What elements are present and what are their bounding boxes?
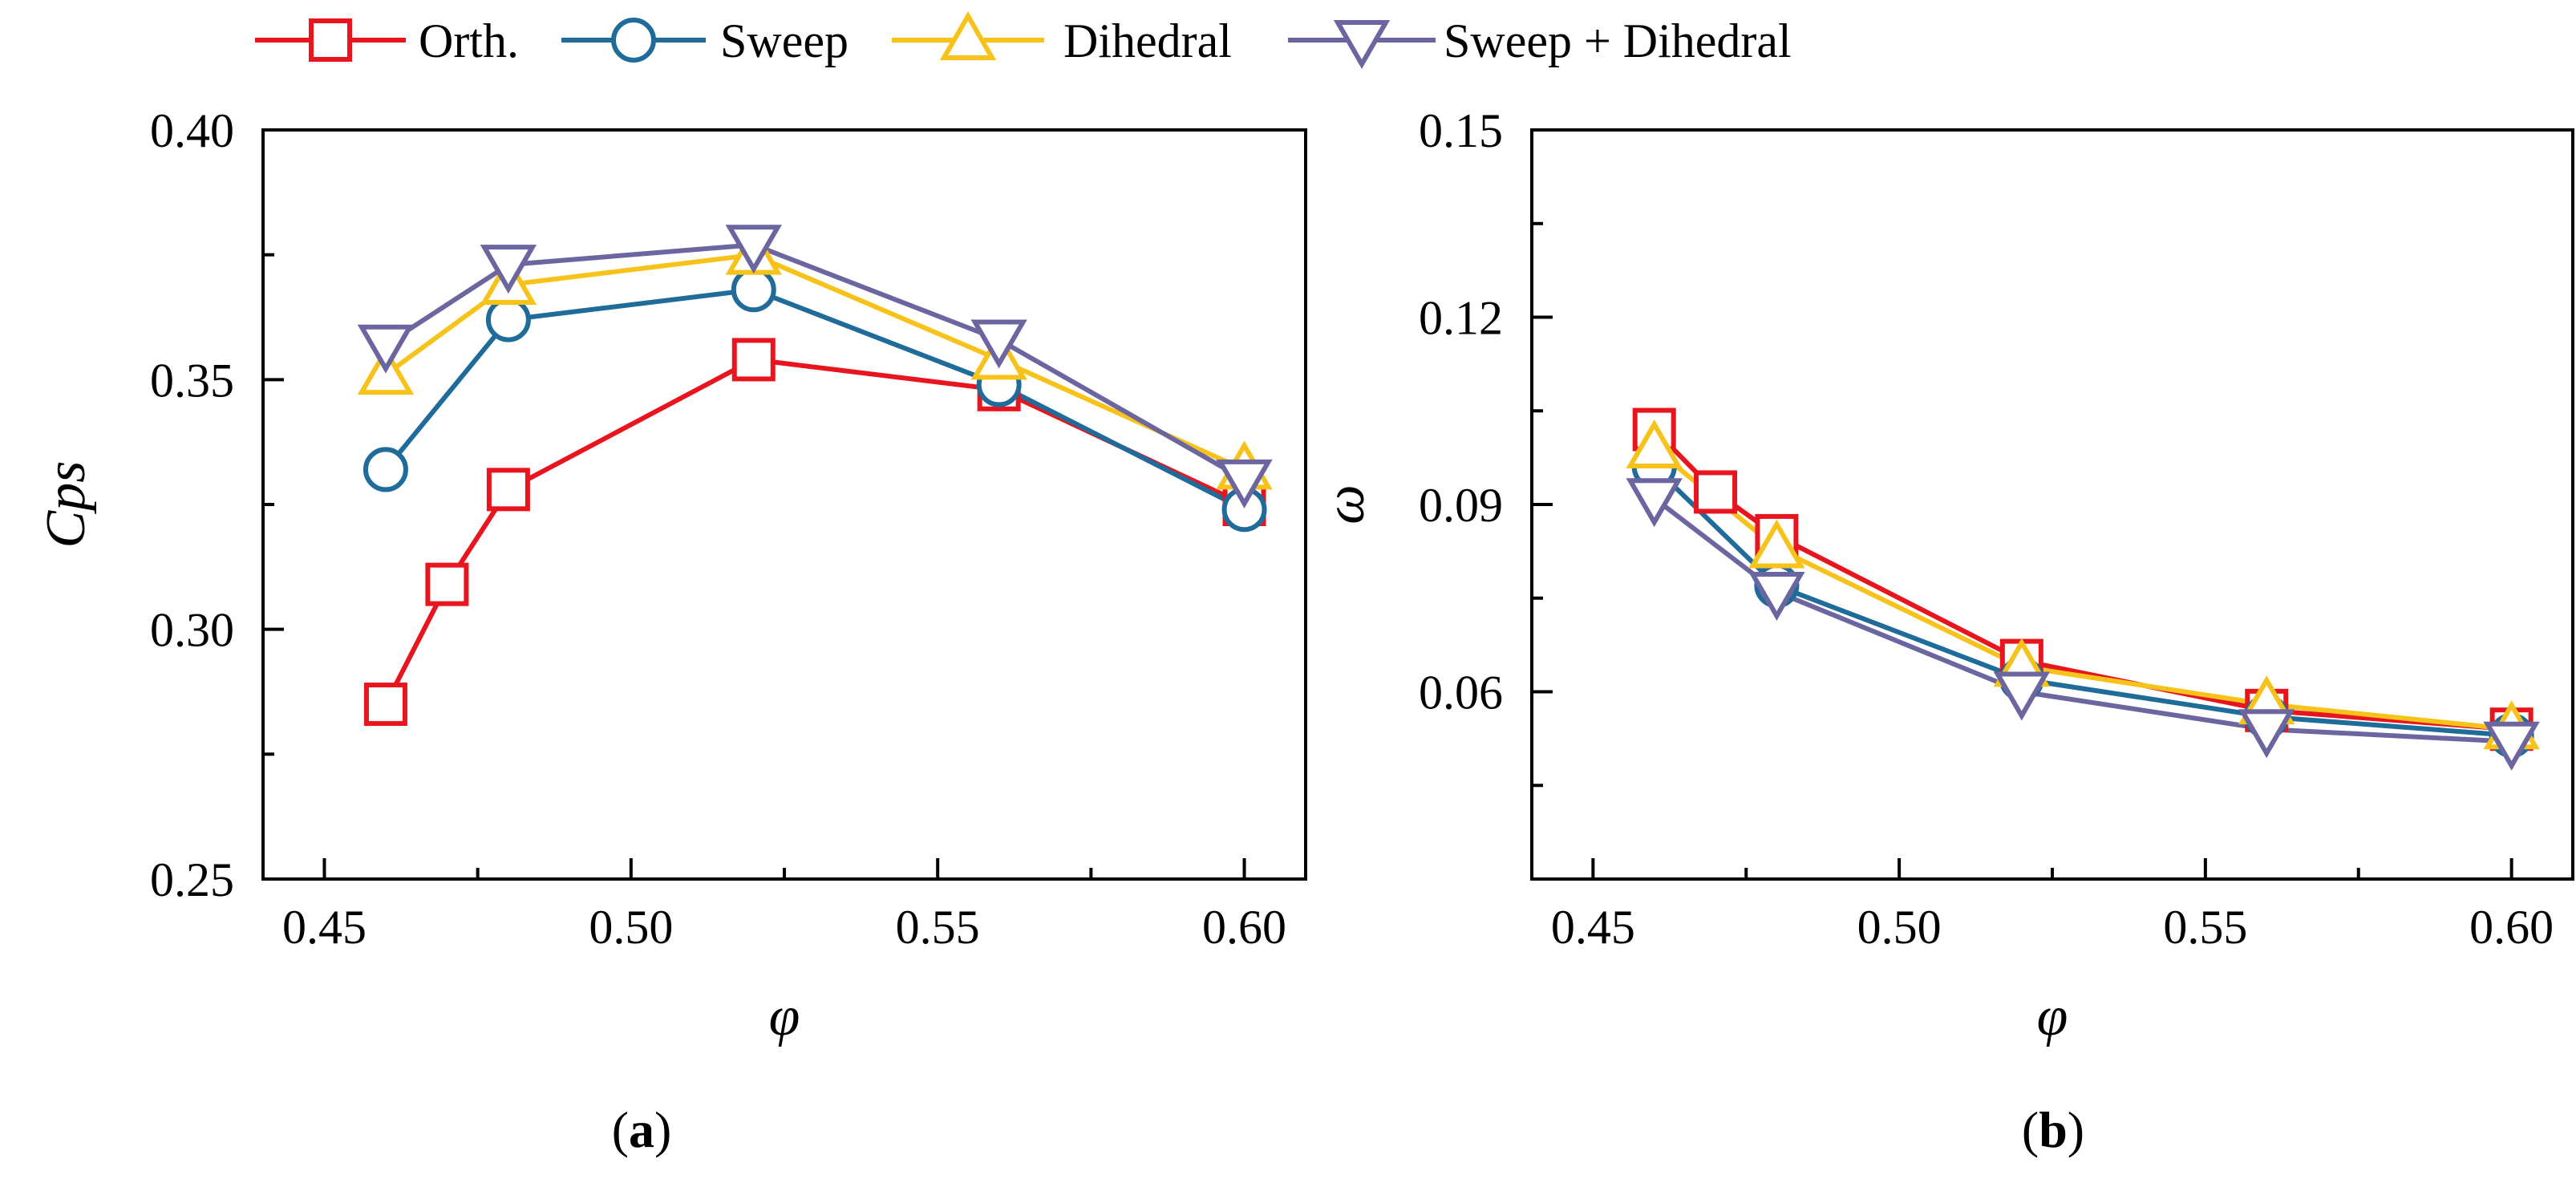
caption-letter-a: a bbox=[629, 1101, 654, 1158]
data-point-sweep_dihedral-b bbox=[2238, 709, 2295, 759]
x-tick-label-b: 0.55 bbox=[2163, 901, 2247, 954]
caption-close-a: ) bbox=[654, 1101, 671, 1158]
data-point-sweep_dihedral-a bbox=[1216, 459, 1273, 508]
data-point-orth-a bbox=[363, 683, 407, 727]
legend-label-orth: Orth. bbox=[419, 14, 519, 67]
legend-label-sweep_dihedral: Sweep + Dihedral bbox=[1444, 14, 1792, 67]
caption-letter-b: b bbox=[2039, 1101, 2068, 1158]
data-point-sweep_dihedral-b bbox=[1748, 571, 1805, 621]
caption-open-b: ( bbox=[2022, 1101, 2039, 1158]
x-tick-label-b: 0.45 bbox=[1551, 901, 1635, 954]
data-point-dihedral-b bbox=[1626, 419, 1683, 468]
data-point-sweep-a bbox=[731, 267, 776, 313]
panel-caption-a: (a) bbox=[612, 1101, 672, 1158]
legend-entry-orth: Orth. bbox=[255, 14, 519, 67]
panel-caption-b: (b) bbox=[2022, 1101, 2084, 1158]
y-tick-label-a: 0.30 bbox=[150, 604, 234, 657]
legend-label-dihedral: Dihedral bbox=[1063, 14, 1232, 67]
x-tick-label-b: 0.60 bbox=[2469, 901, 2554, 954]
y-tick-label-a: 0.40 bbox=[150, 104, 234, 157]
legend-marker-sweep bbox=[611, 18, 656, 63]
y-tick-label-a: 0.25 bbox=[150, 853, 234, 906]
panel-a: 0.45 0.50 0.55 0.60 0.25 0.30 0.35 0.40 φ Cps (a) bbox=[35, 104, 1307, 1158]
data-point-sweep_dihedral-a bbox=[357, 324, 415, 374]
data-point-sweep-a bbox=[485, 297, 531, 342]
y-axis-title-a: Cps bbox=[35, 461, 97, 549]
series-markers-sweep_dihedral-b bbox=[1626, 478, 2540, 771]
legend-entry-sweep: Sweep bbox=[561, 14, 849, 67]
data-point-sweep_dihedral-a bbox=[970, 319, 1027, 369]
y-tick-label-b: 0.09 bbox=[1419, 479, 1503, 532]
plot-frame-b bbox=[1530, 128, 2574, 881]
y-tick-label-b: 0.15 bbox=[1419, 104, 1503, 157]
x-axis-title-b: φ bbox=[2037, 986, 2068, 1047]
data-point-orth-a bbox=[731, 338, 776, 382]
y-tick-label-a: 0.35 bbox=[150, 354, 234, 407]
x-tick-label-a: 0.45 bbox=[282, 901, 367, 954]
data-point-sweep_dihedral-b bbox=[2483, 721, 2540, 771]
data-point-sweep_dihedral-b bbox=[1626, 478, 1683, 528]
x-axis-title-a: φ bbox=[769, 986, 800, 1047]
legend-marker-sweep_dihedral bbox=[1333, 20, 1391, 70]
y-tick-label-b: 0.06 bbox=[1419, 666, 1503, 719]
series-markers-sweep_dihedral-a bbox=[357, 225, 1273, 508]
data-point-orth-a bbox=[486, 468, 530, 512]
caption-close-b: ) bbox=[2068, 1101, 2084, 1158]
plot-frame-a bbox=[261, 128, 1307, 881]
data-point-sweep_dihedral-a bbox=[725, 225, 782, 274]
legend-entry-sweep_dihedral: Sweep + Dihedral bbox=[1288, 14, 1792, 70]
legend-marker-orth bbox=[309, 18, 352, 62]
data-point-sweep-a bbox=[363, 447, 408, 492]
legend-marker-dihedral bbox=[939, 10, 997, 60]
caption-open-a: ( bbox=[612, 1101, 629, 1158]
data-point-orth-a bbox=[425, 562, 469, 606]
legend-label-sweep: Sweep bbox=[720, 14, 849, 67]
y-axis-title-b: ω bbox=[1314, 484, 1376, 524]
x-tick-label-a: 0.60 bbox=[1202, 901, 1286, 954]
panel-b: 0.45 0.50 0.55 0.60 0.06 0.09 0.12 0.15 φ ω (b) bbox=[1314, 104, 2574, 1158]
data-point-orth-b bbox=[1694, 470, 1738, 514]
x-tick-label-a: 0.50 bbox=[589, 901, 673, 954]
y-tick-label-b: 0.12 bbox=[1419, 292, 1503, 345]
data-point-dihedral-b bbox=[1748, 519, 1805, 569]
x-tick-label-a: 0.55 bbox=[896, 901, 980, 954]
legend-entry-dihedral: Dihedral bbox=[892, 10, 1232, 67]
legend: Orth. Sweep Dihedral Sweep + Dihedral bbox=[255, 10, 1792, 70]
data-point-sweep_dihedral-b bbox=[1993, 671, 2051, 721]
x-tick-label-b: 0.50 bbox=[1857, 901, 1942, 954]
data-point-sweep_dihedral-a bbox=[480, 245, 537, 294]
series-markers-orth-a bbox=[363, 338, 1266, 727]
